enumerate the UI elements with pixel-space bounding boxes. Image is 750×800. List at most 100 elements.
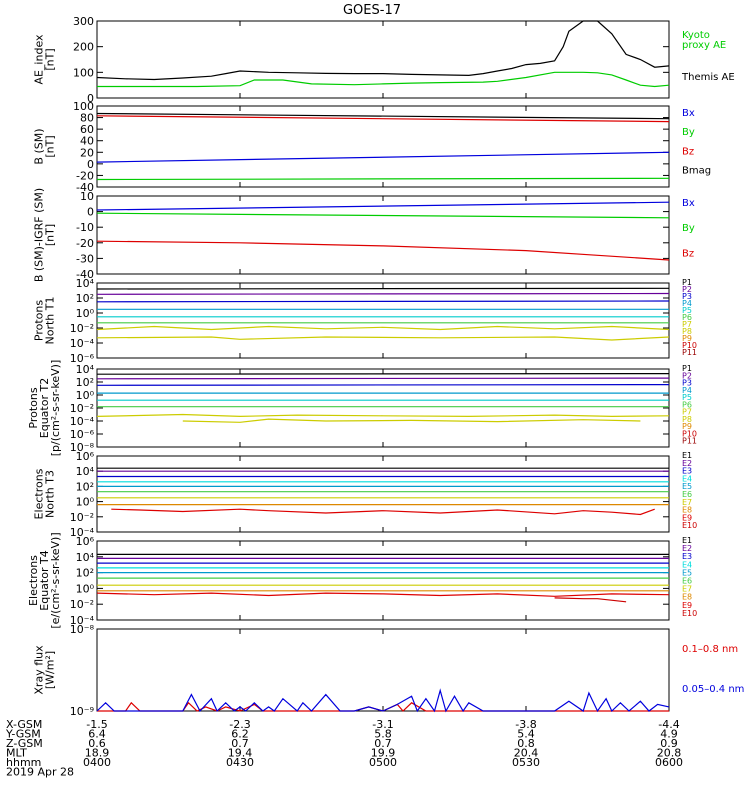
xaxis-value: 6.4 — [88, 728, 106, 741]
y-axis-label: [nT] — [44, 135, 57, 157]
y-axis-label: Protons — [27, 387, 40, 428]
legend-label: P11 — [682, 437, 697, 446]
y-axis-label: [e/(cm²-s-sr-keV)] — [49, 532, 62, 628]
legend-label: Kyoto — [682, 30, 710, 41]
legend-label: P11 — [682, 348, 697, 357]
y-axis-label: Electrons — [33, 468, 46, 519]
series-p3 — [96, 300, 670, 303]
xaxis-value: 20.8 — [657, 747, 682, 760]
panel-frame — [96, 195, 670, 275]
y-axis-label: [nT] — [44, 48, 57, 70]
legend-label: P8 — [682, 327, 692, 336]
xaxis-value: -3.8 — [515, 718, 536, 731]
legend-label: P10 — [682, 341, 697, 350]
xaxis-value: 6.2 — [231, 728, 249, 741]
y-tick-label: 300 — [73, 15, 94, 28]
series-p2 — [96, 292, 670, 295]
legend-label: P7 — [682, 408, 692, 417]
y-axis-label: [p/(cm²-s-sr-keV)] — [49, 360, 62, 457]
y-axis-label: Electrons — [27, 555, 40, 606]
y-tick-label: -40 — [76, 268, 94, 281]
y-tick-label: 10⁶ — [76, 450, 95, 463]
xaxis-value: 0500 — [369, 756, 397, 769]
y-axis-label: Xray flux — [33, 645, 46, 695]
xaxis-value: 0430 — [226, 756, 254, 769]
xaxis-value: 4.9 — [660, 728, 678, 741]
legend-label: By — [682, 127, 695, 138]
series-bx — [96, 151, 670, 163]
y-tick-label: 10⁰ — [76, 496, 95, 509]
legend-label: E1 — [682, 451, 692, 460]
panel-frame — [96, 628, 670, 712]
legend-label: P2 — [682, 371, 692, 380]
y-axis-label: North T1 — [44, 297, 57, 345]
series-bz — [96, 115, 670, 123]
y-tick-label: 10⁻⁴ — [70, 614, 95, 627]
y-axis-label: Equator T4 — [38, 550, 51, 610]
y-tick-label: -20 — [76, 237, 94, 250]
y-tick-label: 10⁻⁴ — [70, 337, 95, 350]
legend-label: Bx — [682, 198, 695, 209]
xaxis-value: 0.7 — [231, 737, 249, 750]
legend-label: E9 — [682, 513, 692, 522]
y-tick-label: 10⁻⁴ — [70, 526, 95, 539]
legend-label: P9 — [682, 334, 692, 343]
xaxis-value: -3.1 — [372, 718, 393, 731]
series-p8 — [182, 418, 641, 423]
y-tick-label: 10⁰ — [76, 389, 95, 402]
series-e10 — [554, 597, 627, 603]
series-p1 — [96, 373, 670, 375]
legend-label: E2 — [682, 544, 692, 553]
legend-label: P6 — [682, 400, 692, 409]
y-tick-label: 10⁻⁶ — [70, 428, 95, 441]
xaxis-value: 0.6 — [88, 737, 106, 750]
legend-label: E9 — [682, 601, 692, 610]
y-tick-label: 10⁻² — [70, 322, 94, 335]
y-axis-label: Protons — [33, 300, 46, 341]
legend-label: Bmag — [682, 166, 711, 177]
legend-label: P4 — [682, 299, 692, 308]
y-tick-label: 80 — [80, 112, 94, 125]
y-tick-label: 10⁴ — [76, 363, 95, 376]
y-tick-label: 10⁻⁸ — [70, 623, 95, 636]
y-tick-label: 10⁶ — [76, 535, 95, 548]
legend-label: E4 — [682, 474, 692, 483]
xaxis-value: 19.4 — [228, 747, 253, 760]
legend-label: E8 — [682, 506, 692, 515]
y-tick-label: 10⁻² — [70, 598, 94, 611]
y-tick-label: 10⁻² — [70, 402, 94, 415]
xaxis-row-label: Y-GSM — [5, 728, 41, 741]
series-p7 — [96, 413, 670, 418]
y-tick-label: 10² — [76, 376, 94, 389]
xaxis-value: 0.9 — [660, 737, 678, 750]
legend-label: Themis AE — [681, 72, 735, 83]
legend-label: proxy AE — [682, 40, 726, 51]
y-axis-label: [W/m²] — [44, 651, 57, 689]
y-tick-label: 0 — [87, 206, 94, 219]
legend-label: P10 — [682, 429, 697, 438]
xaxis-value: 0530 — [512, 756, 540, 769]
legend-label: E5 — [682, 568, 692, 577]
series-themis-ae — [96, 20, 670, 81]
y-tick-label: 10⁻⁹ — [70, 705, 94, 718]
legend-label: E10 — [682, 609, 697, 618]
y-tick-label: 100 — [73, 100, 94, 113]
xaxis-value: 19.9 — [371, 747, 396, 760]
series-by — [96, 177, 670, 181]
series-p2 — [96, 377, 670, 380]
xaxis-row-label: X-GSM — [6, 718, 42, 731]
series-bz — [96, 240, 670, 261]
legend-label: P1 — [682, 278, 692, 287]
legend-label: E2 — [682, 459, 692, 468]
legend-label: 0.1–0.8 nm — [682, 644, 738, 655]
xaxis-value: 5.8 — [374, 728, 392, 741]
y-tick-label: 0 — [87, 92, 94, 105]
y-tick-label: 10² — [76, 567, 94, 580]
legend-label: E6 — [682, 577, 692, 586]
y-tick-label: 10⁴ — [76, 277, 95, 290]
y-axis-label: AE_index — [33, 34, 46, 85]
legend-label: P6 — [682, 313, 692, 322]
series-0-1-0-8-nm — [97, 701, 669, 712]
